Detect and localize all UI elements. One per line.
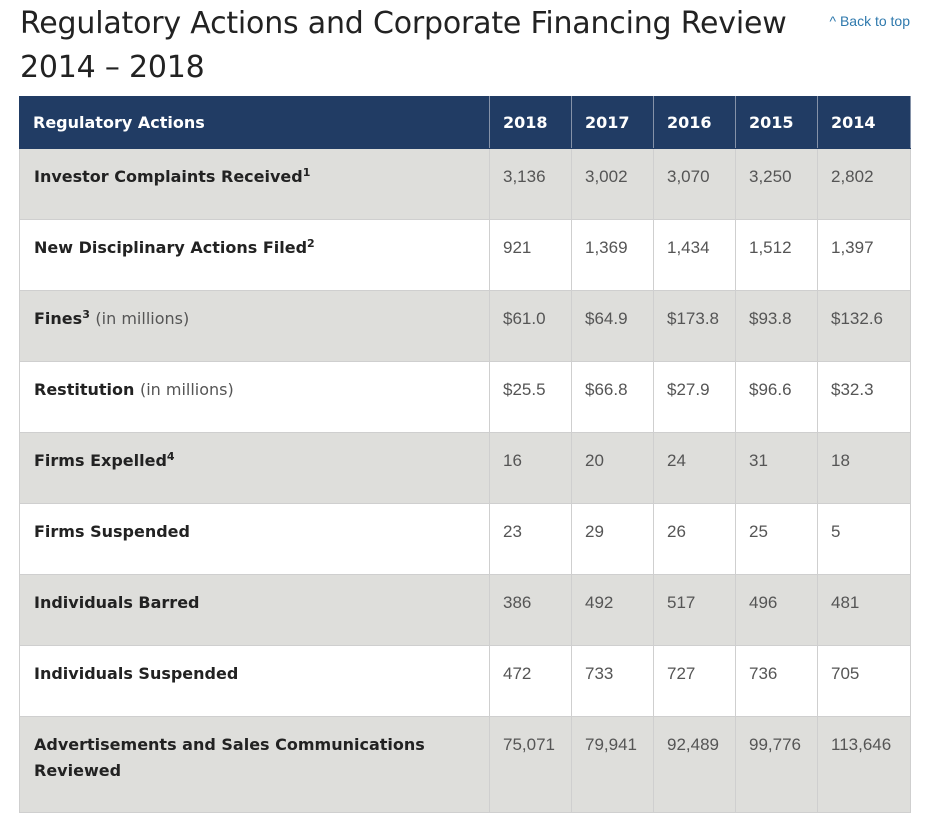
table-row: New Disciplinary Actions Filed2 921 1,36… <box>19 219 911 291</box>
table-row: Firms Expelled4 16 20 24 31 18 <box>19 432 911 504</box>
table-cell: $64.9 <box>571 290 654 362</box>
table-cell: 386 <box>489 574 572 646</box>
table-cell: 733 <box>571 645 654 717</box>
table-cell: 481 <box>817 574 911 646</box>
row-label-text: Fines <box>34 309 83 328</box>
table-cell: 23 <box>489 503 572 575</box>
page-title-line-1: Regulatory Actions and Corporate Financi… <box>20 6 787 41</box>
row-label-note: (in millions) <box>139 380 234 399</box>
table-row: Advertisements and Sales Communications … <box>19 716 911 813</box>
row-label-text: Investor Complaints Received <box>34 167 303 186</box>
table-cell: $93.8 <box>735 290 818 362</box>
footnote-marker: 3 <box>82 308 90 321</box>
back-to-top-link[interactable]: ^ Back to top <box>829 13 911 29</box>
table-row: Firms Suspended 23 29 26 25 5 <box>19 503 911 575</box>
table-row: Restitution (in millions) $25.5 $66.8 $2… <box>19 361 911 433</box>
row-label-text: Individuals Suspended <box>34 664 239 683</box>
header-year-2017: 2017 <box>571 96 654 149</box>
footnote-marker: 4 <box>166 450 175 463</box>
row-label: Firms Expelled4 <box>19 432 490 504</box>
table-cell: 3,250 <box>735 148 818 220</box>
table-cell: 99,776 <box>735 716 818 813</box>
table-cell: 705 <box>817 645 911 717</box>
row-label-note: (in millions) <box>95 309 190 328</box>
row-label-text: Restitution <box>34 380 135 399</box>
table-cell: 492 <box>571 574 654 646</box>
table-cell: 16 <box>489 432 572 504</box>
table-cell: 727 <box>653 645 736 717</box>
row-label: New Disciplinary Actions Filed2 <box>19 219 490 291</box>
table-cell: 113,646 <box>817 716 911 813</box>
table-cell: 18 <box>817 432 911 504</box>
row-label-text: Individuals Barred <box>34 593 200 612</box>
row-label: Individuals Suspended <box>19 645 490 717</box>
page-title: Regulatory Actions and Corporate Financi… <box>20 2 800 90</box>
table-cell: 79,941 <box>571 716 654 813</box>
table-row: Investor Complaints Received1 3,136 3,00… <box>19 148 911 220</box>
table-cell: $132.6 <box>817 290 911 362</box>
table-cell: 736 <box>735 645 818 717</box>
table-cell: 92,489 <box>653 716 736 813</box>
header-year-2014: 2014 <box>817 96 911 149</box>
table-cell: 25 <box>735 503 818 575</box>
row-label: Restitution (in millions) <box>19 361 490 433</box>
table-cell: $96.6 <box>735 361 818 433</box>
header-year-2016: 2016 <box>653 96 736 149</box>
table-header: Regulatory Actions 2018 2017 2016 2015 2… <box>19 96 911 149</box>
row-label-text: Firms Expelled <box>34 451 167 470</box>
table-cell: 1,434 <box>653 219 736 291</box>
table-cell: 3,002 <box>571 148 654 220</box>
table-cell: 496 <box>735 574 818 646</box>
table-cell: 3,070 <box>653 148 736 220</box>
table-cell: $32.3 <box>817 361 911 433</box>
row-label: Firms Suspended <box>19 503 490 575</box>
table-cell: 5 <box>817 503 911 575</box>
table-cell: 1,397 <box>817 219 911 291</box>
table-cell: 75,071 <box>489 716 572 813</box>
table-cell: $27.9 <box>653 361 736 433</box>
row-label: Advertisements and Sales Communications … <box>19 716 490 813</box>
row-label: Individuals Barred <box>19 574 490 646</box>
table-body: Investor Complaints Received1 3,136 3,00… <box>19 148 911 813</box>
table-cell: 2,802 <box>817 148 911 220</box>
header-year-2015: 2015 <box>735 96 818 149</box>
page-title-line-2: 2014 – 2018 <box>20 50 205 85</box>
header-year-2018: 2018 <box>489 96 572 149</box>
table-header-row: Regulatory Actions 2018 2017 2016 2015 2… <box>19 96 911 149</box>
row-label: Investor Complaints Received1 <box>19 148 490 220</box>
row-label-text: New Disciplinary Actions Filed <box>34 238 308 257</box>
row-label: Fines3 (in millions) <box>19 290 490 362</box>
table-cell: 3,136 <box>489 148 572 220</box>
row-label-text: Advertisements and Sales Communications … <box>34 735 425 780</box>
table-cell: $173.8 <box>653 290 736 362</box>
regulatory-actions-table: Regulatory Actions 2018 2017 2016 2015 2… <box>19 96 911 813</box>
table-cell: 1,369 <box>571 219 654 291</box>
footnote-marker: 1 <box>302 166 311 179</box>
table-row: Individuals Barred 386 492 517 496 481 <box>19 574 911 646</box>
table-cell: 20 <box>571 432 654 504</box>
table-row: Fines3 (in millions) $61.0 $64.9 $173.8 … <box>19 290 911 362</box>
footnote-marker: 2 <box>307 237 315 250</box>
header-regulatory-actions: Regulatory Actions <box>19 96 490 149</box>
table-cell: 517 <box>653 574 736 646</box>
table-cell: 29 <box>571 503 654 575</box>
row-label-text: Firms Suspended <box>34 522 190 541</box>
table-cell: $66.8 <box>571 361 654 433</box>
table-cell: 31 <box>735 432 818 504</box>
table-cell: 472 <box>489 645 572 717</box>
table-cell: 26 <box>653 503 736 575</box>
table-cell: $25.5 <box>489 361 572 433</box>
table-cell: 24 <box>653 432 736 504</box>
table-cell: 921 <box>489 219 572 291</box>
table-cell: $61.0 <box>489 290 572 362</box>
table-cell: 1,512 <box>735 219 818 291</box>
table-row: Individuals Suspended 472 733 727 736 70… <box>19 645 911 717</box>
